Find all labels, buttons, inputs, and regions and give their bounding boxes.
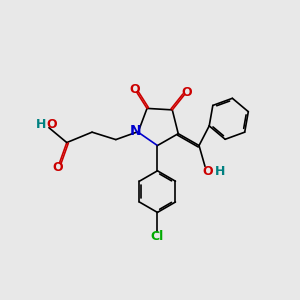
Text: Cl: Cl (151, 230, 164, 243)
Text: O: O (182, 85, 193, 98)
Text: O: O (46, 118, 57, 130)
Text: O: O (52, 161, 63, 174)
Text: O: O (202, 165, 213, 178)
Text: O: O (130, 82, 140, 96)
Text: H: H (215, 165, 226, 178)
Text: N: N (129, 124, 141, 138)
Text: H: H (35, 118, 46, 130)
